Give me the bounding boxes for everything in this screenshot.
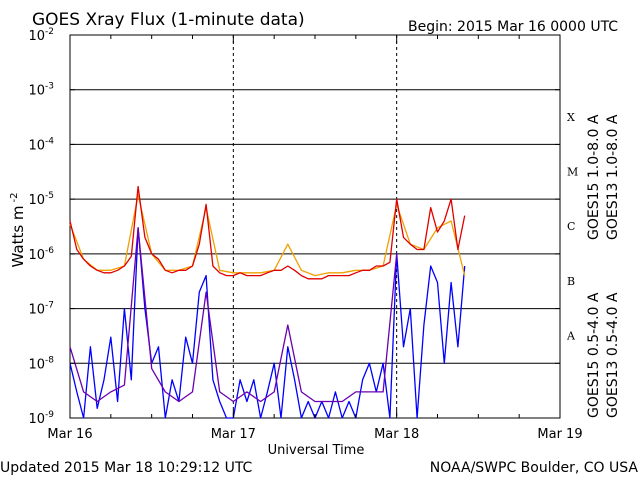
updated-timestamp: Updated 2015 Mar 18 10:29:12 UTC — [0, 460, 253, 476]
credit-label: NOAA/SWPC Boulder, CO USA — [430, 460, 639, 476]
legend-goes13-long: GOES13 1.0-8.0 A — [605, 114, 621, 240]
flare-class-label: A — [566, 330, 576, 343]
x-tick-label: Mar 18 — [374, 427, 419, 442]
begin-label: Begin: 2015 Mar 16 0000 UTC — [408, 19, 618, 35]
series-goes15-long — [69, 185, 466, 280]
chart-title: GOES Xray Flux (1-minute data) — [32, 10, 305, 30]
legend-goes13-short: GOES13 0.5-4.0 A — [605, 292, 621, 418]
y-tick-label: 10-4 — [28, 136, 54, 153]
flare-class-label: M — [567, 166, 578, 179]
flare-class-label: X — [567, 111, 575, 124]
y-tick-label: 10-5 — [28, 191, 54, 208]
y-tick-label: 10-3 — [28, 82, 54, 99]
x-tick-label: Mar 19 — [537, 427, 582, 442]
flare-class-label: C — [567, 220, 575, 233]
y-tick-label: 10-6 — [28, 246, 54, 263]
day-divider-lines — [232, 35, 398, 418]
y-axis-ticks: 10-9 10-8 10-7 10-6 10-5 10-4 10-3 10-2 — [28, 27, 560, 427]
y-tick-label: 10-9 — [28, 410, 54, 427]
flare-class-labels: X M C B A — [566, 111, 578, 343]
series-goes13-short — [69, 227, 398, 403]
legend-goes15-long: GOES15 1.0-8.0 A — [586, 114, 602, 240]
plot-area — [69, 34, 561, 419]
y-axis-title: Watts m-2 — [9, 192, 27, 267]
x-axis-title: Universal Time — [268, 443, 365, 458]
series-layer — [69, 185, 466, 419]
y-tick-label: 10-8 — [28, 355, 54, 372]
y-tick-label: 10-7 — [28, 301, 54, 318]
flare-class-label: B — [567, 275, 575, 288]
x-axis-ticks: Mar 16 Mar 17 Mar 18 Mar 19 — [47, 35, 583, 442]
x-tick-label: Mar 17 — [211, 427, 256, 442]
series-goes15-short — [69, 227, 466, 419]
y-tick-label: 10-2 — [28, 27, 54, 44]
x-tick-label: Mar 16 — [47, 427, 92, 442]
legend-goes15-short: GOES15 0.5-4.0 A — [586, 292, 602, 418]
